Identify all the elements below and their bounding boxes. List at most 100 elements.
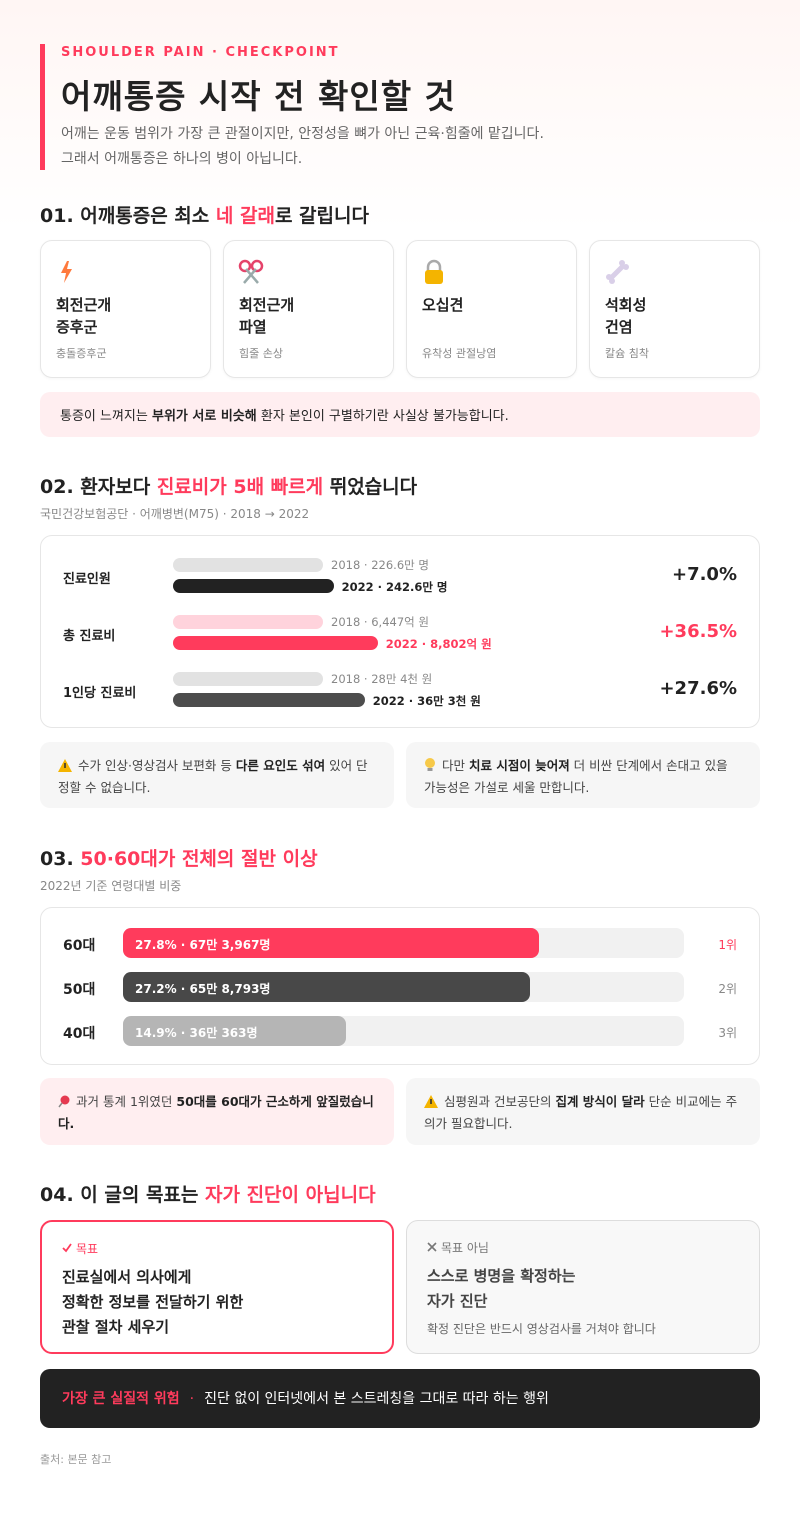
card-icon [238,259,264,284]
bar [173,693,365,707]
card-title-line: 회전근개 [239,296,295,314]
note: 다만 치료 시점이 늦어져 더 비싼 단계에서 손대고 있을 가능성은 가설로 … [406,742,760,808]
row-label: 총 진료비 [63,629,116,644]
note: 심평원과 건보공단의 집계 방식이 달라 단순 비교에는 주의가 필요합니다. [406,1078,760,1145]
card-title-line: 오십견 [422,296,464,314]
source: 국민건강보험공단 · 어깨병변(M75) · 2018 → 2022 [40,507,310,521]
not-goal-tag: 목표 아님 [427,1239,739,1256]
text-part: 다른 요인도 섞여 [235,758,326,773]
banner-text: 진단 없이 인터넷에서 본 스트레칭을 그대로 따라 하는 행위 [204,1391,549,1407]
pin-icon [58,1095,70,1108]
panel: 60대 27.8% · 67만 3,967명 1위 50대 27.2% · 65만 8,… [40,907,760,1065]
goal-tag: 목표 [62,1240,372,1257]
check-icon [62,1243,72,1253]
note-text: 다만 치료 시점이 늦어져 더 비싼 단계에서 손대고 있을 가능성은 가설로 … [424,758,728,795]
bar-label: 27.2% · 65만 8,793명 [135,982,271,996]
note-text: 심평원과 건보공단의 집계 방식이 달라 단순 비교에는 주의가 필요합니다. [424,1094,737,1131]
text-part: 치료 시점이 늦어져 [468,758,570,773]
card-title-line: 파열 [239,318,267,336]
rank: 2위 [718,982,737,996]
description-line: 어깨는 운동 범위가 가장 큰 관절이지만, 안정성을 뼈가 아닌 근육·힘줄에… [61,126,544,142]
row-label: 40대 [63,1026,96,1042]
text-part: 진료비가 5배 빠르게 [156,476,324,498]
card-title-line: 증후군 [56,318,98,336]
row-label: 50대 [63,982,96,998]
text-part: 수가 인상·영상검사 보편화 등 [78,758,236,773]
tag-text: 목표 [76,1242,99,1256]
card-sub: 힘줄 손상 [239,347,283,360]
bar [123,972,530,1002]
kicker: SHOULDER PAIN · CHECKPOINT [61,45,340,60]
row-label: 1인당 진료비 [63,686,137,701]
card-sub: 유착성 관절낭염 [422,347,497,360]
not-goal-box: 목표 아님 스스로 병명을 확정하는 자가 진단 확정 진단은 반드시 영상검사를… [406,1220,760,1354]
bar [173,636,378,650]
text-part: 통증이 느껴지는 [60,409,152,424]
change: +27.6% [659,678,737,699]
text-part: 자가 진단이 아닙니다 [205,1184,376,1206]
bar-label: 14.9% · 36만 363명 [135,1026,258,1040]
note: 통증이 느껴지는 부위가 서로 비슷해 환자 본인이 구별하기란 사실상 불가능… [40,392,760,437]
banner-separator: · [189,1391,195,1407]
bar-label: 2022 · 242.6만 명 [341,580,448,594]
note: 과거 통계 1위였던 50대를 60대가 근소하게 앞질렀습니다. [40,1078,394,1145]
rank: 3위 [718,1026,737,1040]
card-title: 석회성 건염 [605,294,646,338]
rank: 1위 [718,938,737,952]
card-icon [61,261,72,283]
card-title-line: 회전근개 [56,296,112,314]
card-sub: 칼슘 침착 [605,347,649,360]
card-sub: 충돌증후군 [56,347,107,360]
row-label: 진료인원 [63,572,111,587]
banner: 가장 큰 실질적 위험 · 진단 없이 인터넷에서 본 스트레칭을 그대로 따라 하… [40,1369,760,1428]
bar-label: 27.8% · 67만 3,967명 [135,938,271,952]
goal-lines: 진료실에서 의사에게 정확한 정보를 전달하기 위한 관찰 절차 세우기 [62,1265,372,1340]
text-part: 환자 본인이 구별하기란 사실상 불가능합니다. [256,409,509,424]
text-part: 있어 단정할 수 없습니다. [58,758,368,795]
text-part: 02. 환자보다 [40,476,157,498]
card-icon [425,259,443,284]
bulb-icon [425,758,435,771]
text-part: 네 갈래 [215,205,275,227]
bar [173,558,323,572]
text-part: 50대를 60대가 근소하게 앞질렀습니다. [58,1094,374,1131]
bar [173,579,334,593]
section-heading: 04. 이 글의 목표는 자가 진단이 아닙니다 [40,1180,376,1207]
text-part: 로 갈립니다 [274,205,369,227]
text-part: 과거 통계 1위였던 [76,1094,177,1109]
accent-bar [40,44,45,170]
text-part: 50·60대가 전체의 절반 이상 [80,848,318,870]
text-part: 심평원과 건보공단의 [444,1094,556,1109]
change: +36.5% [659,621,737,642]
text-part: 단순 비교에는 주의가 필요합니다. [424,1094,738,1131]
text-part: 뛰었습니다 [323,476,418,498]
note-text: 수가 인상·영상검사 보편화 등 다른 요인도 섞여 있어 단정할 수 없습니다… [58,758,368,795]
goal-line: 진료실에서 의사에게 [62,1268,192,1286]
description: 어깨는 운동 범위가 가장 큰 관절이지만, 안정성을 뼈가 아닌 근육·힘줄에… [61,122,544,172]
source: 2022년 기준 연령대별 비중 [40,879,182,893]
text-part: 더 비싼 단계에서 손대고 있을 가능성은 가설로 세울 만합니다. [424,758,728,795]
tag-text: 목표 아님 [441,1241,489,1255]
footer: 출처: 본문 참고 [40,1453,112,1466]
text-part: 01. 어깨통증은 최소 [40,205,216,227]
row-label: 60대 [63,938,96,954]
x-icon [427,1242,437,1252]
section-heading: 01. 어깨통증은 최소 네 갈래로 갈립니다 [40,201,369,228]
section-heading: 02. 환자보다 진료비가 5배 빠르게 뛰었습니다 [40,472,417,499]
goal-line: 관찰 절차 세우기 [62,1318,170,1336]
section-heading: 03. 50·60대가 전체의 절반 이상 [40,844,318,871]
not-goal-sub: 확정 진단은 반드시 영상검사를 거쳐야 합니다 [427,1322,656,1336]
note-text: 과거 통계 1위였던 50대를 60대가 근소하게 앞질렀습니다. [58,1094,374,1131]
description-line: 그래서 어깨통증은 하나의 병이 아닙니다. [61,151,303,167]
not-goal-lines: 스스로 병명을 확정하는 자가 진단 [427,1264,739,1314]
goal-box: 목표 진료실에서 의사에게 정확한 정보를 전달하기 위한 관찰 절차 세우기 [40,1220,394,1354]
banner-label: 가장 큰 실질적 위험 [62,1391,180,1407]
text-part: 부위가 서로 비슷해 [152,409,257,424]
warning-icon [424,1095,438,1108]
